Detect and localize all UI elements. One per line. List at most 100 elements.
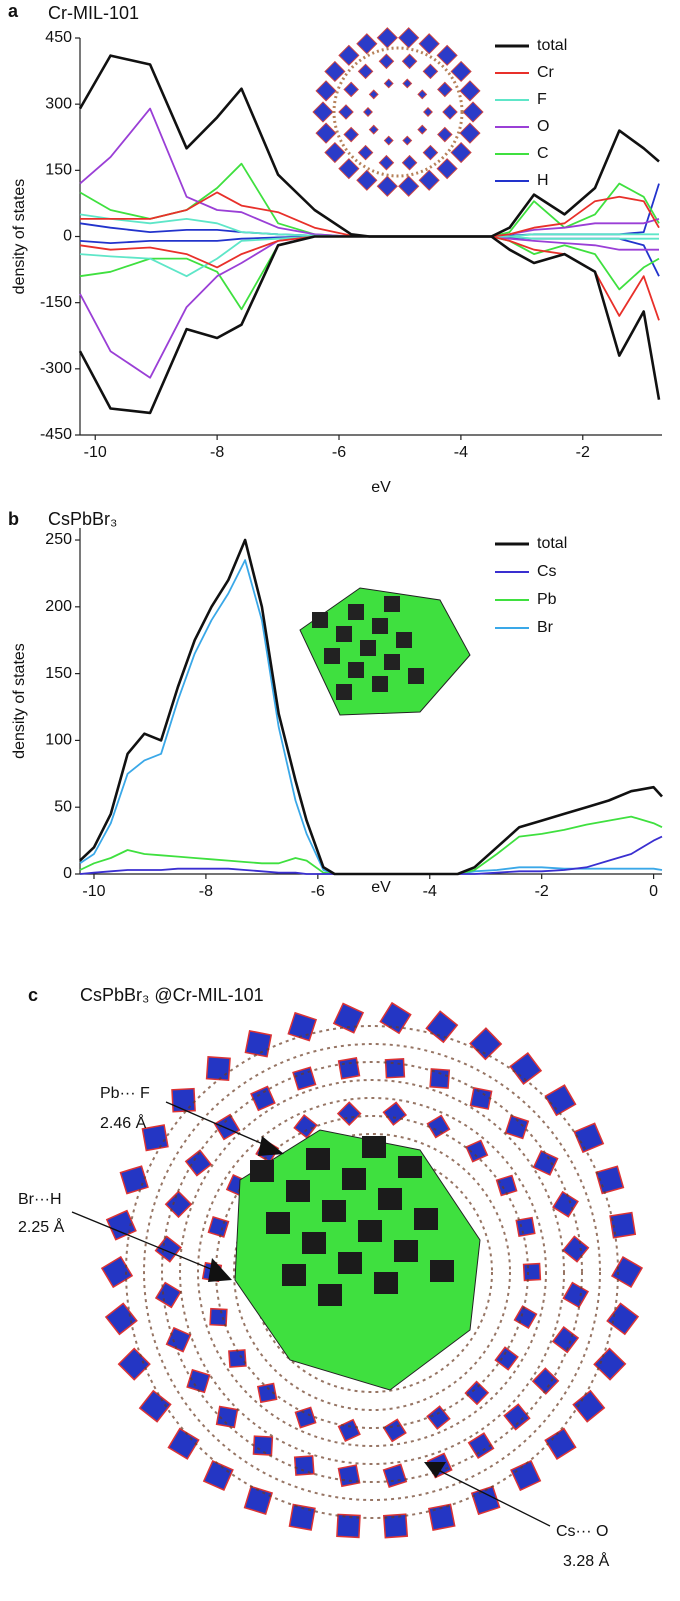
octahedron xyxy=(436,44,458,66)
octahedron xyxy=(402,135,413,146)
legend-label: O xyxy=(537,118,549,135)
octahedron xyxy=(384,654,400,670)
x-tick-label: -10 xyxy=(84,444,107,461)
x-tick-label: -2 xyxy=(535,883,549,900)
arrowhead xyxy=(424,1462,446,1478)
octahedron xyxy=(442,104,458,120)
octahedron xyxy=(515,1216,536,1238)
octahedron xyxy=(315,122,337,144)
x-tick-label: -8 xyxy=(199,883,213,900)
octahedron xyxy=(572,1389,606,1423)
octahedron xyxy=(573,1122,605,1154)
octahedron xyxy=(384,596,400,612)
annotations: Pb··· F 2.46 Å Br···H 2.25 Å Cs··· O 3.2… xyxy=(18,1085,610,1570)
legend-label: C xyxy=(537,145,549,162)
y-tick-label: -450 xyxy=(40,426,72,443)
pointer xyxy=(71,1211,219,1273)
octahedron xyxy=(324,60,346,83)
octahedron xyxy=(293,1455,315,1476)
octahedron xyxy=(494,1346,519,1371)
octahedron xyxy=(356,169,378,191)
octahedron xyxy=(459,122,481,144)
octahedron xyxy=(337,1056,361,1080)
octahedron xyxy=(171,1087,196,1113)
octahedron xyxy=(425,1010,459,1044)
octahedron xyxy=(312,612,328,628)
octahedron xyxy=(513,1305,538,1330)
octahedron xyxy=(167,1427,200,1460)
octahedron xyxy=(522,1262,542,1282)
octahedron xyxy=(398,175,420,197)
arrowhead xyxy=(258,1136,284,1156)
linker-ring xyxy=(251,1151,493,1393)
series-line xyxy=(79,538,663,876)
octahedron xyxy=(207,1215,230,1238)
octahedron xyxy=(414,1208,438,1230)
y-tick-label: 100 xyxy=(45,732,72,749)
octahedron xyxy=(374,1272,398,1294)
octahedron xyxy=(379,1001,412,1035)
linker-ring xyxy=(161,1061,583,1483)
octahedron xyxy=(292,1066,317,1091)
octahedron xyxy=(332,1002,365,1034)
octahedron xyxy=(372,676,388,692)
x-tick-label: -2 xyxy=(576,444,590,461)
linker-ring xyxy=(125,1025,619,1519)
series-line xyxy=(78,235,661,415)
octahedron xyxy=(336,1513,361,1539)
x-tick-label: -4 xyxy=(454,444,468,461)
x-tick-label: -10 xyxy=(82,883,105,900)
octahedron xyxy=(422,63,439,80)
legend-label: Br xyxy=(537,619,554,636)
octahedron xyxy=(362,1136,386,1158)
octahedron xyxy=(250,1160,274,1182)
composite-structure xyxy=(100,1001,644,1539)
octahedron xyxy=(462,101,484,123)
octahedron xyxy=(282,1264,306,1286)
legend-label: Cr xyxy=(537,64,555,81)
octahedron xyxy=(357,144,374,161)
octahedron xyxy=(423,107,433,117)
chart-title: CsPbBr₃ xyxy=(48,509,117,529)
octahedron xyxy=(138,1389,172,1423)
legend-label: total xyxy=(537,37,567,54)
octahedron xyxy=(396,632,412,648)
octahedron xyxy=(450,60,472,83)
octahedron xyxy=(104,1302,138,1336)
y-tick-label: 300 xyxy=(45,95,72,112)
annotation: Pb··· F xyxy=(100,1085,150,1102)
octahedron xyxy=(401,53,418,70)
series-line xyxy=(78,54,660,238)
octahedron xyxy=(318,1284,342,1306)
octahedron xyxy=(141,1124,169,1152)
octahedron xyxy=(437,126,453,143)
x-tick-label: -8 xyxy=(210,444,224,461)
y-axis-label: density of states xyxy=(11,179,28,295)
linker-ring xyxy=(179,1079,565,1465)
octahedron xyxy=(337,1418,361,1442)
octahedron xyxy=(363,107,373,117)
octahedron xyxy=(215,1405,239,1429)
octahedron xyxy=(119,1165,149,1195)
octahedron xyxy=(422,144,439,161)
panel-label: c xyxy=(28,985,38,1005)
octahedron xyxy=(382,1418,407,1443)
octahedron xyxy=(209,1307,228,1327)
linker-ring xyxy=(197,1097,547,1447)
octahedron xyxy=(378,53,395,70)
octahedron xyxy=(322,1200,346,1222)
octahedron xyxy=(343,81,359,98)
octahedron xyxy=(100,1255,134,1289)
octahedron xyxy=(495,1174,518,1197)
octahedron xyxy=(606,1302,640,1336)
octahedron xyxy=(593,1347,627,1381)
octahedron xyxy=(164,1190,193,1219)
octahedron xyxy=(338,104,354,120)
series-line xyxy=(79,235,660,311)
octahedron xyxy=(228,1349,247,1368)
octahedron xyxy=(357,63,374,80)
y-axis-label: density of states xyxy=(11,643,28,759)
annotation: 2.25 Å xyxy=(18,1217,65,1236)
octahedron xyxy=(408,668,424,684)
